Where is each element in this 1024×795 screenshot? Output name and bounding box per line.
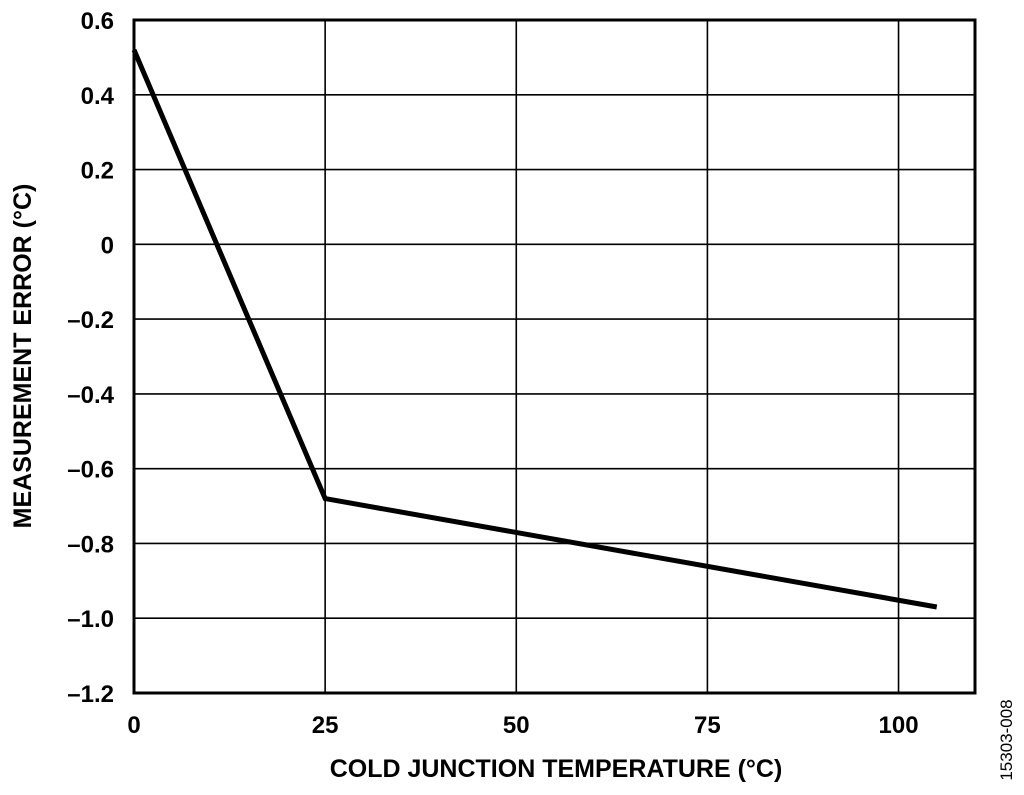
x-tick-label: 0 xyxy=(127,712,140,739)
y-tick-label: 0.2 xyxy=(81,158,114,185)
y-tick-label: –1.2 xyxy=(67,681,114,708)
x-tick-labels: 0 25 50 75 100 xyxy=(127,712,918,739)
x-tick-label: 100 xyxy=(879,712,919,739)
series-layer xyxy=(131,48,938,610)
x-tick-label: 50 xyxy=(503,712,530,739)
y-tick-label: –1.0 xyxy=(67,606,114,633)
y-tick-label: –0.6 xyxy=(67,457,114,484)
y-tick-label: –0.4 xyxy=(67,382,114,409)
y-tick-label: –0.8 xyxy=(67,531,114,558)
series-line xyxy=(131,48,938,610)
y-tick-label: 0 xyxy=(101,232,114,259)
y-tick-label: 0.6 xyxy=(81,8,114,35)
plot-frame xyxy=(132,18,977,695)
x-tick-label: 25 xyxy=(312,712,339,739)
y-tick-label: 0.4 xyxy=(81,83,115,110)
figure-id: 15303-008 xyxy=(997,699,1016,780)
y-axis-title: MEASUREMENT ERROR (°C) xyxy=(9,184,37,529)
x-tick-label: 75 xyxy=(694,712,721,739)
x-axis-title: COLD JUNCTION TEMPERATURE (°C) xyxy=(330,755,783,783)
y-tick-labels: 0.6 0.4 0.2 0 –0.2 –0.4 –0.6 –0.8 –1.0 –1.2 xyxy=(67,8,114,708)
y-tick-label: –0.2 xyxy=(67,307,114,334)
